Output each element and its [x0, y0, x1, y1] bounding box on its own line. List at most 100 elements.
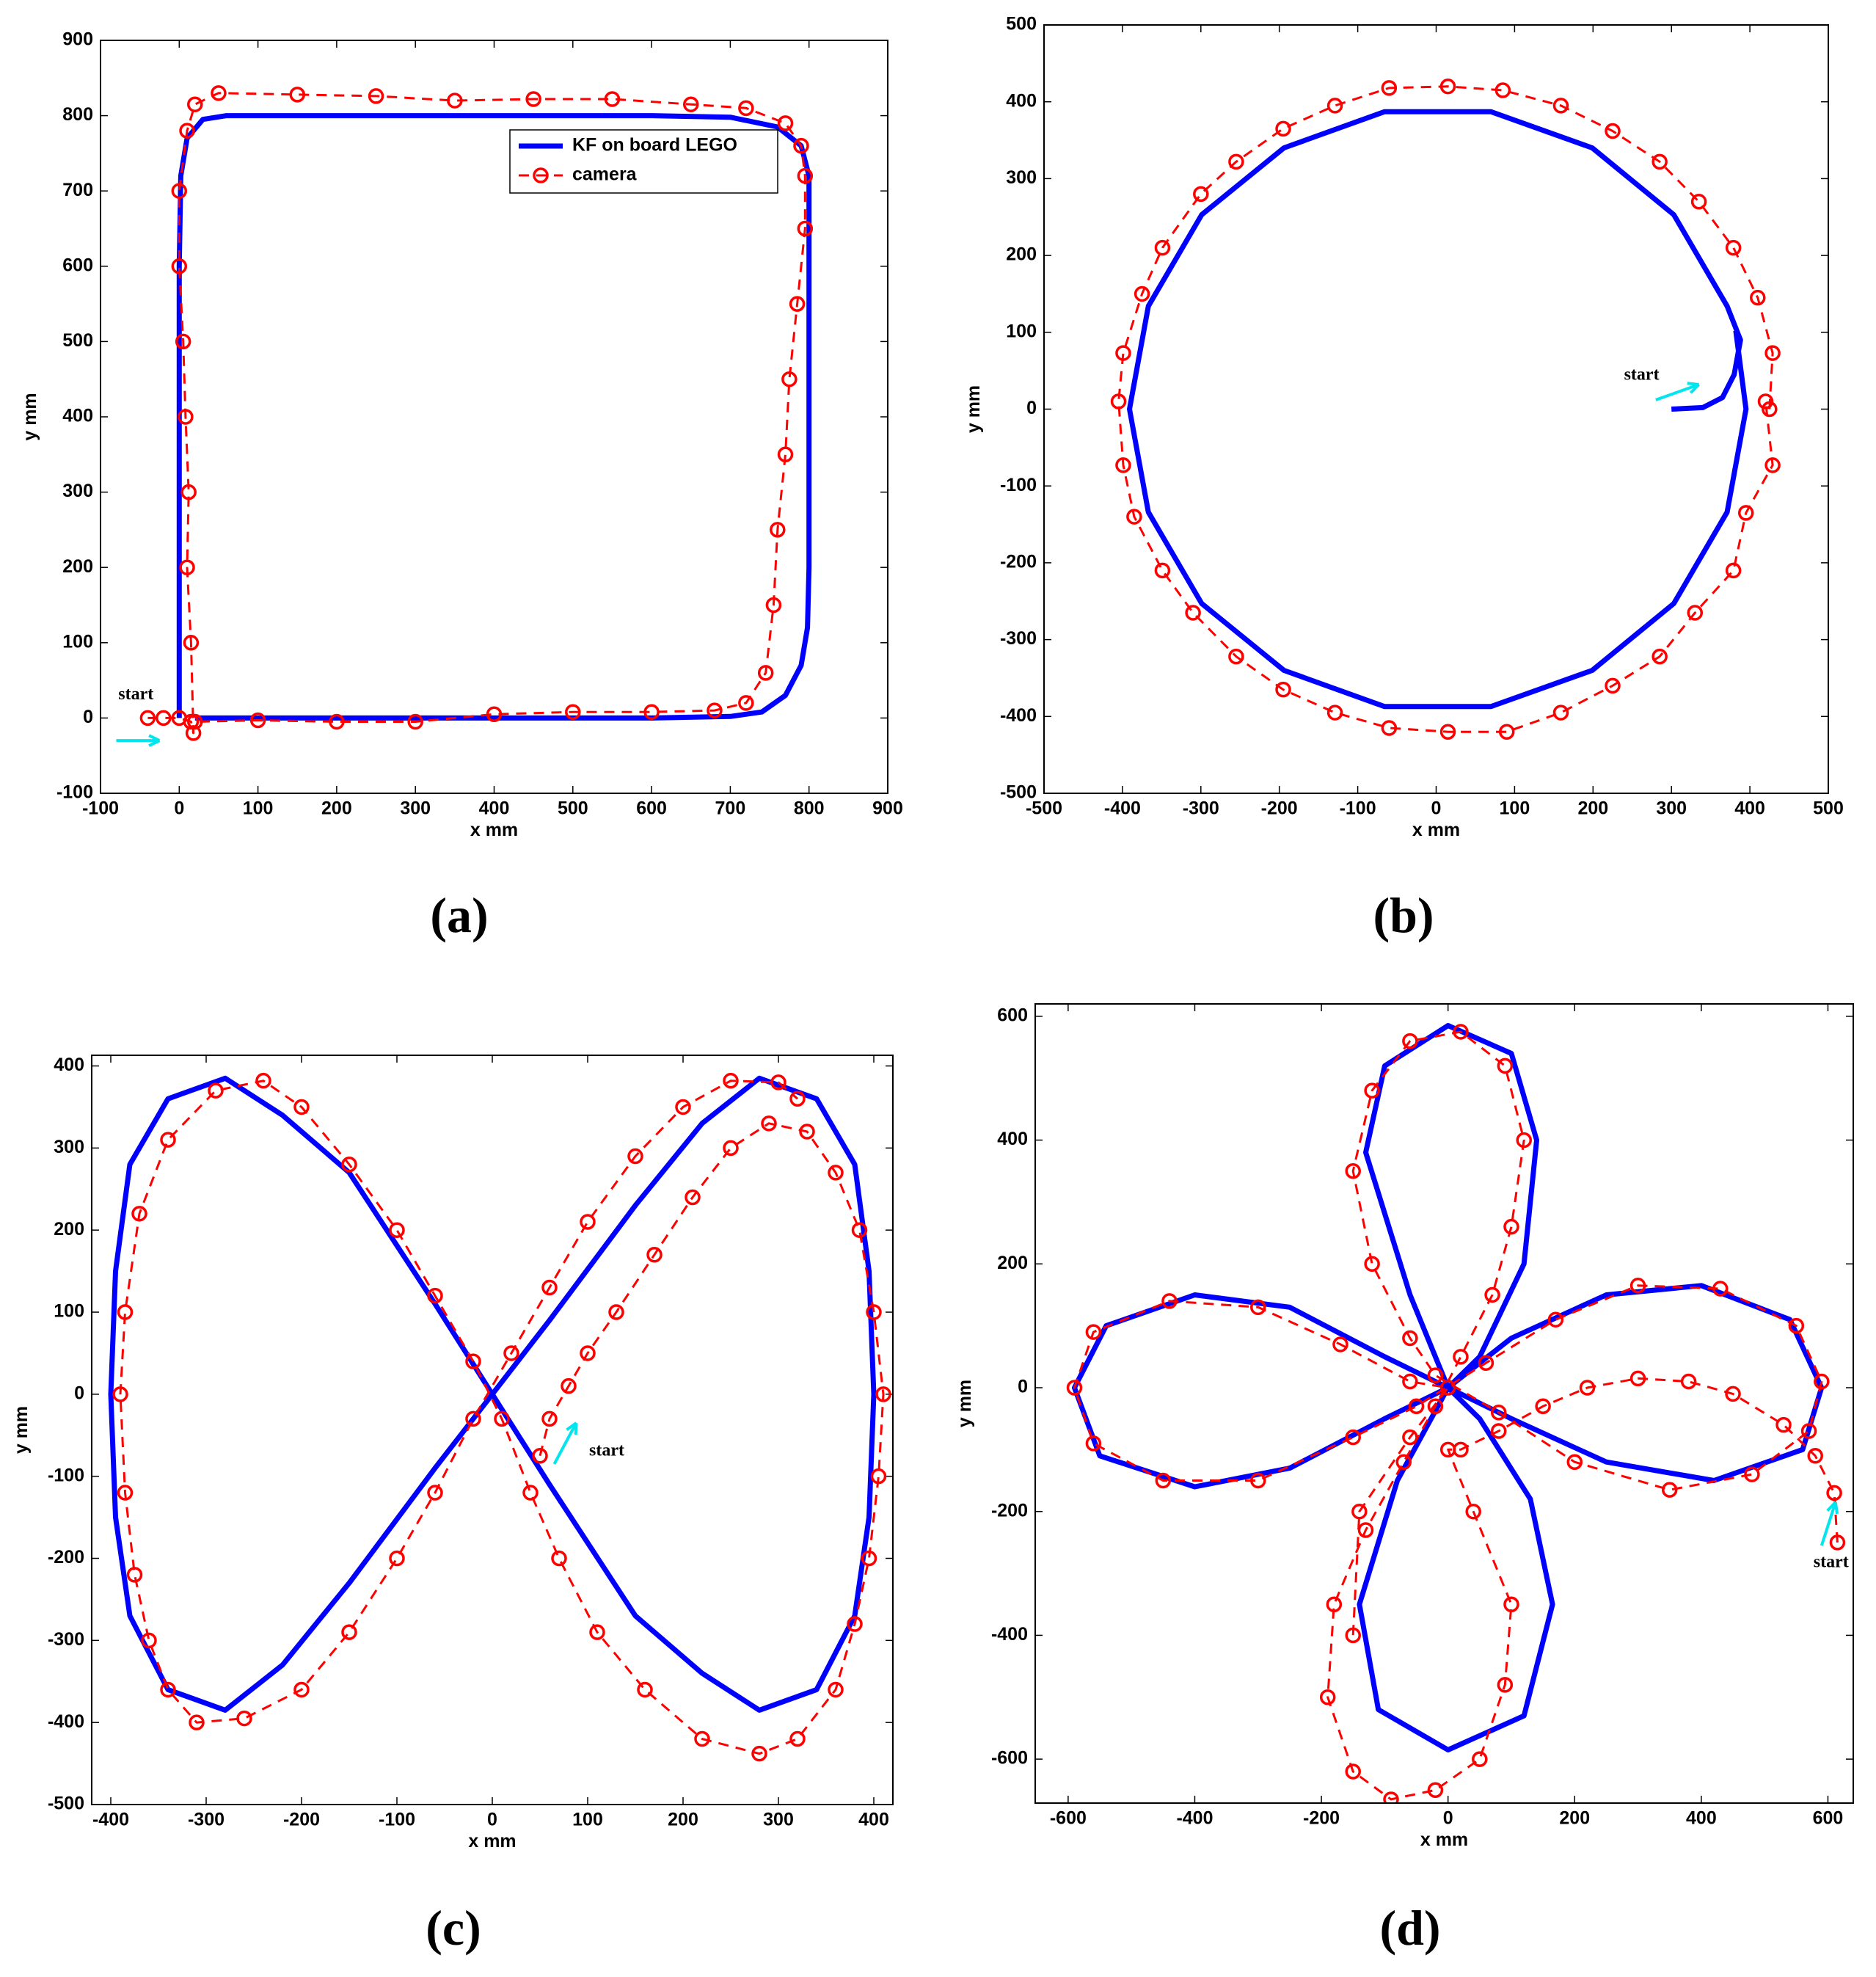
marker [1579, 1380, 1596, 1396]
y-tick-label: 400 [62, 406, 93, 426]
marker [643, 704, 660, 720]
marker [255, 1072, 271, 1089]
x-tick-label: 0 [174, 798, 184, 819]
marker [1497, 1057, 1514, 1074]
x-tick-label: 300 [1656, 798, 1687, 819]
y-tick-label: 0 [83, 707, 93, 727]
marker [208, 1082, 224, 1099]
marker [389, 1550, 405, 1567]
marker [1680, 1373, 1697, 1390]
marker [1228, 153, 1244, 170]
marker [1402, 1330, 1418, 1347]
marker [171, 183, 188, 199]
marker [175, 333, 191, 350]
x-tick-label: -200 [1303, 1808, 1340, 1829]
annotation-arrow [1820, 1501, 1837, 1546]
legend-marker [533, 167, 549, 183]
plot-area [1035, 1004, 1853, 1803]
y-tick-label: 200 [62, 556, 93, 577]
marker [1085, 1435, 1102, 1452]
x-tick-label: -200 [283, 1810, 320, 1830]
marker [1427, 1782, 1444, 1799]
annotation-arrowhead [1687, 382, 1701, 394]
x-tick-label: 100 [1500, 798, 1530, 819]
marker [799, 1124, 815, 1140]
y-tick-label: 300 [62, 481, 93, 501]
marker [1498, 724, 1515, 740]
marker [1332, 1336, 1348, 1352]
marker [541, 1410, 558, 1427]
marker [793, 137, 809, 154]
x-tick-label: -400 [1176, 1808, 1213, 1829]
marker [117, 1485, 134, 1501]
series-line [119, 1079, 885, 1755]
marker [1155, 1472, 1172, 1489]
marker [329, 713, 345, 730]
x-tick-label: -400 [1104, 798, 1141, 819]
marker [447, 92, 463, 109]
marker [465, 1410, 481, 1427]
x-tick-label: 600 [636, 798, 667, 819]
marker [1085, 1324, 1102, 1340]
marker [875, 1386, 891, 1402]
marker [1605, 677, 1621, 694]
marker [494, 1410, 510, 1427]
marker [1345, 1429, 1361, 1446]
y-tick-label: -600 [991, 1748, 1028, 1769]
marker [1629, 1278, 1646, 1294]
panel-label: (c) [426, 1900, 481, 1956]
marker [1161, 1293, 1178, 1309]
marker [1690, 194, 1707, 210]
marker [289, 87, 305, 103]
y-tick-label: 300 [54, 1137, 84, 1157]
y-tick-label: 500 [62, 330, 93, 351]
marker [1552, 98, 1569, 114]
y-tick-label: 200 [1006, 244, 1037, 265]
marker [1427, 1398, 1444, 1415]
marker [847, 1616, 863, 1632]
x-tick-label: 400 [1686, 1808, 1717, 1829]
x-tick-label: 200 [1559, 1808, 1590, 1829]
marker [777, 446, 794, 463]
marker [178, 409, 194, 425]
marker [541, 1279, 558, 1296]
marker [1605, 123, 1621, 139]
marker [765, 597, 782, 614]
marker [117, 1304, 134, 1320]
y-tick-label: 600 [62, 255, 93, 275]
marker [781, 371, 798, 387]
series-line [1127, 109, 1749, 710]
marker [1484, 1286, 1500, 1303]
marker [1275, 681, 1291, 698]
marker [1497, 1677, 1514, 1693]
marker [757, 665, 774, 681]
plot-data [1066, 1023, 1846, 1803]
marker [1814, 1373, 1830, 1390]
panel-label: (b) [1373, 887, 1434, 943]
x-tick-label: -500 [1026, 798, 1062, 819]
marker [185, 725, 202, 741]
marker [293, 1099, 310, 1115]
y-tick-label: -400 [48, 1711, 84, 1732]
marker [1775, 1416, 1792, 1433]
y-tick-label: -500 [1000, 782, 1037, 803]
marker [1110, 393, 1127, 409]
y-tick-label: 200 [54, 1219, 84, 1239]
marker [532, 1447, 548, 1464]
marker [112, 1386, 128, 1402]
marker [1478, 1355, 1494, 1371]
y-tick-label: -200 [48, 1547, 84, 1568]
x-axis-label: x mm [470, 820, 518, 840]
marker [1566, 1454, 1583, 1470]
y-tick-label: 0 [1018, 1377, 1028, 1397]
marker [637, 1681, 653, 1698]
marker [1134, 285, 1150, 302]
y-tick-label: 200 [997, 1253, 1028, 1273]
marker [1516, 1132, 1532, 1148]
legend-box [509, 129, 778, 194]
marker [1829, 1534, 1846, 1551]
marker [1326, 98, 1343, 114]
marker [1345, 1163, 1361, 1179]
plot-area [92, 1055, 893, 1805]
marker [1472, 1751, 1488, 1767]
